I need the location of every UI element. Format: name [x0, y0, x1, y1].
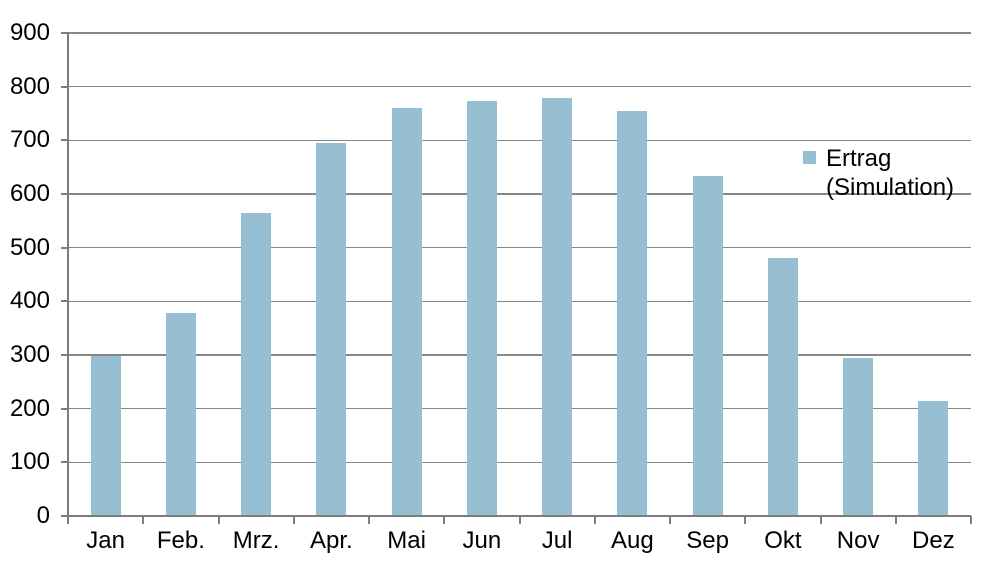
x-axis-category-label: Jan — [86, 527, 125, 554]
y-axis-tick-label: 100 — [9, 448, 50, 476]
y-axis-tick-label: 700 — [9, 126, 50, 154]
y-axis-tick — [61, 246, 68, 249]
x-axis-tick — [67, 516, 69, 524]
x-axis-tick — [518, 516, 521, 524]
plot-area — [68, 32, 971, 516]
legend-label: Ertrag (Simulation) — [826, 144, 954, 202]
y-axis-tick — [61, 354, 68, 356]
gridline — [68, 193, 971, 195]
x-axis-tick — [744, 516, 747, 524]
gridline — [68, 32, 971, 34]
gridline — [68, 85, 971, 88]
bar-apr — [316, 143, 347, 516]
y-axis-tick-label: 600 — [9, 180, 50, 207]
y-axis-tick-label: 400 — [9, 287, 50, 315]
gridline — [68, 461, 971, 464]
y-axis-tick-label: 0 — [36, 502, 50, 529]
y-axis-tick — [61, 139, 68, 142]
y-axis-tick-label: 900 — [9, 19, 50, 46]
y-axis-tick — [61, 515, 68, 517]
legend-label-line2: (Simulation) — [826, 174, 955, 201]
x-axis-category-label: Dez — [912, 527, 955, 554]
x-axis-tick — [669, 516, 671, 524]
y-axis-tick — [61, 193, 68, 195]
bar-dez — [918, 401, 949, 516]
bar-mai — [391, 108, 422, 516]
x-axis-category-label: Feb. — [156, 527, 205, 554]
gridline — [68, 246, 971, 249]
x-axis-tick — [292, 516, 295, 524]
x-axis-tick — [593, 516, 596, 524]
x-axis-tick — [217, 516, 220, 524]
x-axis-tick — [970, 516, 972, 524]
gridline — [68, 139, 971, 142]
x-axis-category-label: Aug — [611, 527, 654, 554]
bar-feb — [165, 313, 196, 516]
x-axis-tick — [819, 516, 822, 524]
bar-jun — [466, 101, 497, 516]
bar-jul — [542, 97, 573, 516]
y-axis-line — [67, 33, 69, 518]
y-axis-tick-label: 800 — [9, 72, 50, 100]
y-axis-tick — [61, 32, 68, 34]
gridline — [68, 354, 971, 356]
bar-jan — [90, 356, 121, 516]
bar-nov — [843, 358, 874, 516]
legend: Ertrag (Simulation) — [803, 144, 954, 202]
x-axis-category-label: Jul — [541, 527, 573, 554]
x-axis-category-label: Jun — [462, 527, 502, 554]
gridline — [68, 300, 971, 303]
x-axis-category-label: Mrz. — [232, 527, 280, 554]
x-axis-category-label: Sep — [686, 527, 729, 554]
y-axis-tick-label: 200 — [9, 394, 50, 422]
bar-okt — [767, 258, 798, 516]
bar-sep — [692, 175, 723, 516]
legend-label-line1: Ertrag — [826, 145, 892, 172]
bar-aug — [617, 110, 648, 516]
x-axis-tick — [142, 516, 145, 524]
legend-swatch-icon — [803, 151, 816, 164]
x-axis-tick — [894, 516, 897, 524]
x-axis-category-label: Mai — [387, 527, 426, 554]
y-axis-tick — [61, 300, 68, 303]
gridline — [68, 407, 971, 410]
y-axis-tick — [61, 85, 68, 88]
y-axis-tick — [61, 407, 68, 410]
y-axis-tick — [61, 461, 68, 464]
x-axis-tick — [443, 516, 446, 524]
x-axis-line — [61, 515, 971, 517]
bar-mrz — [241, 212, 272, 516]
x-axis-category-label: Okt — [764, 527, 802, 554]
y-axis-tick-label: 500 — [9, 233, 50, 261]
y-axis-tick-label: 300 — [9, 341, 50, 368]
x-axis-category-label: Apr. — [310, 527, 353, 554]
x-axis-category-label: Nov — [836, 527, 880, 554]
x-axis-tick — [368, 516, 370, 524]
